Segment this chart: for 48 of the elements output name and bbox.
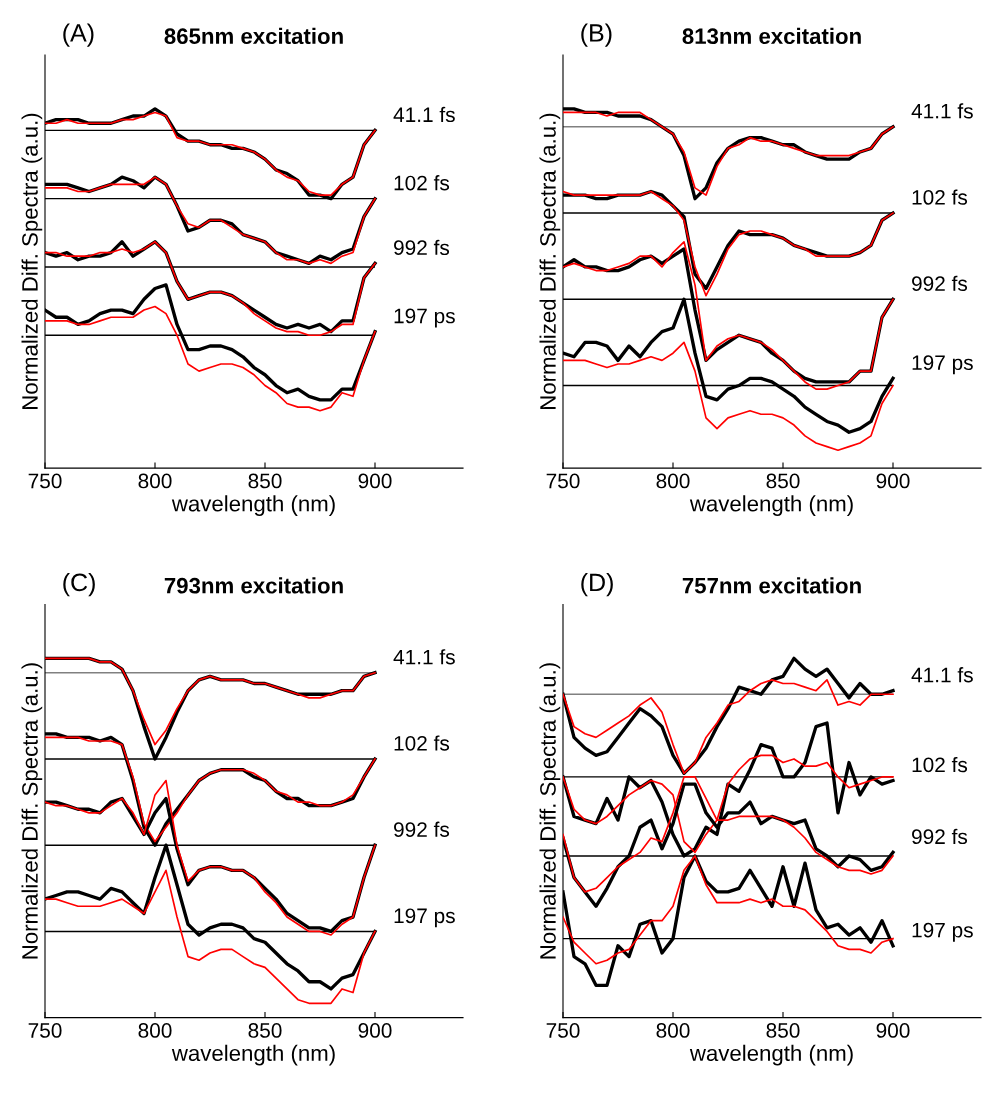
- series-label: 102 fs: [394, 735, 450, 751]
- y-axis-title: Normalized Diff. Spectra (a.u.): [539, 113, 561, 409]
- y-axis-title: Normalized Diff. Spectra (a.u.): [21, 663, 43, 959]
- series-label: 102 fs: [912, 189, 968, 205]
- x-tick-label: 800: [138, 1023, 172, 1038]
- series-label: 197 ps: [912, 355, 973, 375]
- x-tick-label: 800: [656, 473, 690, 489]
- series-label: 992 fs: [394, 821, 450, 837]
- y-axis-title: Normalized Diff. Spectra (a.u.): [539, 663, 561, 959]
- x-axis-title: wavelength (nm): [689, 495, 853, 516]
- x-tick-label: 750: [546, 1023, 580, 1038]
- text: (D): [581, 572, 613, 597]
- x-axis-title: wavelength (nm): [689, 1044, 853, 1066]
- chart-title: 757nm excitation: [682, 577, 861, 594]
- x-axis-title: wavelength (nm): [171, 495, 335, 516]
- series-label: 197 ps: [394, 908, 455, 928]
- x-tick-label: 850: [248, 1023, 282, 1038]
- x-tick-label: 850: [766, 1023, 800, 1038]
- series-label: 992 fs: [394, 239, 450, 256]
- x-tick-label: 900: [876, 473, 910, 489]
- x-tick-label: 750: [546, 473, 580, 489]
- series-label: 992 fs: [912, 828, 968, 845]
- x-tick-label: 900: [876, 1023, 910, 1038]
- series-label: 992 fs: [912, 275, 968, 291]
- x-tick-label: 750: [28, 1023, 62, 1038]
- series-label: 41.1 fs: [911, 667, 973, 683]
- x-tick-label: 850: [766, 473, 800, 489]
- chart-title: 793nm excitation: [164, 577, 343, 594]
- x-tick-label: 800: [656, 1023, 690, 1038]
- x-tick-label: 800: [138, 473, 172, 489]
- x-tick-label: 750: [28, 473, 62, 489]
- chart-title: 813nm excitation: [682, 27, 861, 45]
- y-axis-title: Normalized Diff. Spectra (a.u.): [21, 113, 43, 409]
- series-label: 102 fs: [394, 175, 450, 191]
- x-tick-label: 900: [358, 473, 392, 489]
- chart-title: 865nm excitation: [164, 27, 343, 45]
- x-tick-label: 850: [248, 473, 282, 489]
- x-axis-title: wavelength (nm): [171, 1044, 335, 1066]
- series-label: 197 ps: [394, 308, 455, 328]
- series-label: 102 fs: [912, 756, 968, 773]
- text: (B): [581, 23, 612, 47]
- series-label: 197 ps: [912, 922, 973, 942]
- series-label: 41.1 fs: [911, 103, 973, 119]
- text: (A): [63, 23, 94, 47]
- series-label: 41.1 fs: [393, 106, 455, 123]
- x-tick-label: 900: [358, 1023, 392, 1038]
- text: (C): [63, 572, 95, 597]
- series-label: 41.1 fs: [393, 649, 455, 665]
